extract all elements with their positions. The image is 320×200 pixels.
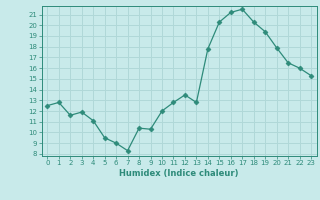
X-axis label: Humidex (Indice chaleur): Humidex (Indice chaleur) (119, 169, 239, 178)
